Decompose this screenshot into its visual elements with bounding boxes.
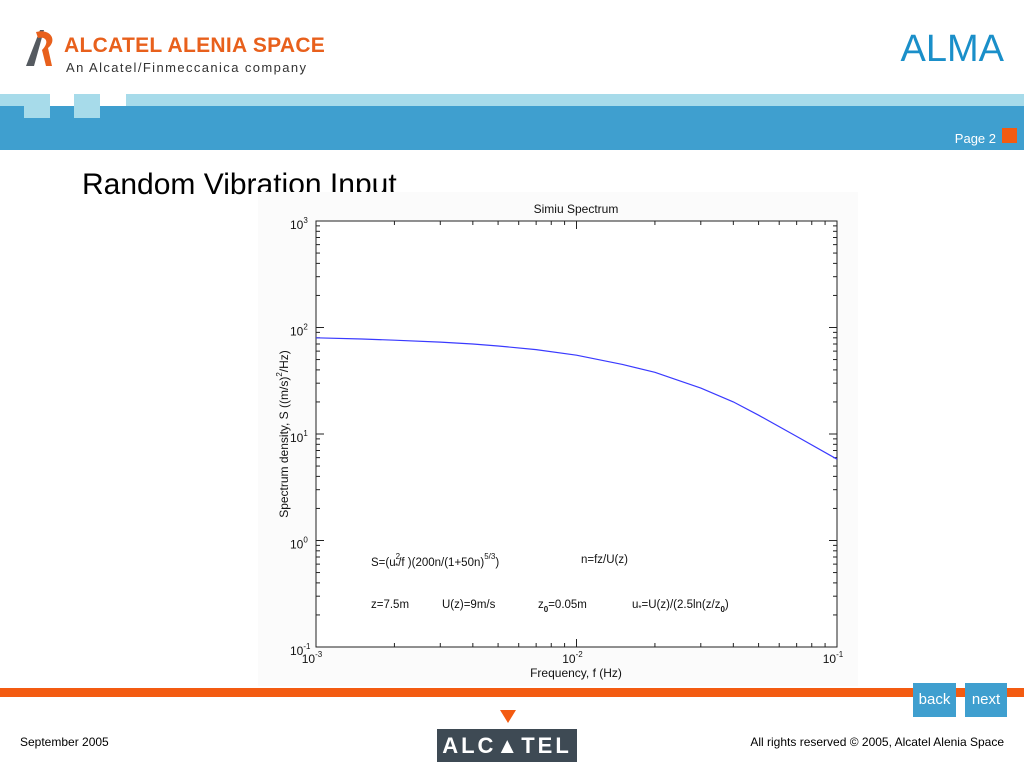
annotation-ustar: u*=U(z)/(2.5ln(z/z0) — [632, 599, 729, 614]
header-stripe — [0, 94, 1024, 106]
next-button[interactable]: next — [965, 683, 1007, 717]
annotation-u: U(z)=9m/s — [442, 599, 496, 611]
spectrum-chart: Simiu Spectrum 10-3 10-2 10-1 10-1 100 101 102… — [275, 202, 844, 680]
x-tick-label: 10-2 — [562, 650, 583, 666]
arrow-down-icon — [500, 710, 516, 723]
chart-title: Simiu Spectrum — [534, 202, 619, 216]
header-square — [24, 94, 50, 118]
header-notch — [50, 94, 76, 106]
plot-frame — [315, 220, 838, 648]
header-band — [0, 106, 1024, 150]
company-tagline: An Alcatel/Finmeccanica company — [66, 60, 308, 75]
y-tick-label: 100 — [290, 536, 308, 552]
page-marker-icon — [1002, 128, 1017, 143]
company-logo-icon — [26, 30, 53, 66]
header-notch — [100, 94, 126, 106]
alcatel-logo: ALC▲TEL — [437, 729, 577, 762]
annotation-z: z=7.5m — [371, 599, 409, 611]
annotation-formula: S=(u2 */f )(200n/(1+50n)5/3) — [371, 552, 499, 571]
header-square — [74, 94, 100, 118]
y-tick-label: 10-1 — [290, 642, 311, 658]
project-title: ALMA — [900, 28, 1004, 70]
page-number: Page 2 — [954, 131, 996, 146]
annotation-z0: z0=0.05m — [538, 599, 587, 614]
annotation-formula-text: S=(u2 */f )(200n/(1+50n)5/3) — [371, 552, 499, 571]
y-tick-label: 101 — [290, 429, 308, 445]
annotation-n: n=fz/U(z) — [581, 554, 628, 566]
x-tick-label: 10-3 — [302, 650, 323, 666]
footer-copyright: All rights reserved © 2005, Alcatel Alen… — [750, 735, 1004, 749]
footer-divider — [0, 688, 1024, 697]
y-tick-label: 102 — [290, 323, 308, 339]
x-tick-label: 10-1 — [823, 650, 844, 666]
company-name: ALCATEL ALENIA SPACE — [64, 34, 326, 57]
series-line — [315, 337, 838, 460]
footer-date: September 2005 — [20, 735, 109, 749]
y-tick-label: 103 — [290, 216, 308, 232]
y-axis-label: Spectrum density, S ((m/s)2/Hz) — [275, 350, 291, 518]
back-button[interactable]: back — [913, 683, 956, 717]
x-axis-label: Frequency, f (Hz) — [530, 666, 622, 680]
chart-panel: Simiu Spectrum 10-3 10-2 10-1 10-1 100 101 102… — [258, 192, 858, 686]
